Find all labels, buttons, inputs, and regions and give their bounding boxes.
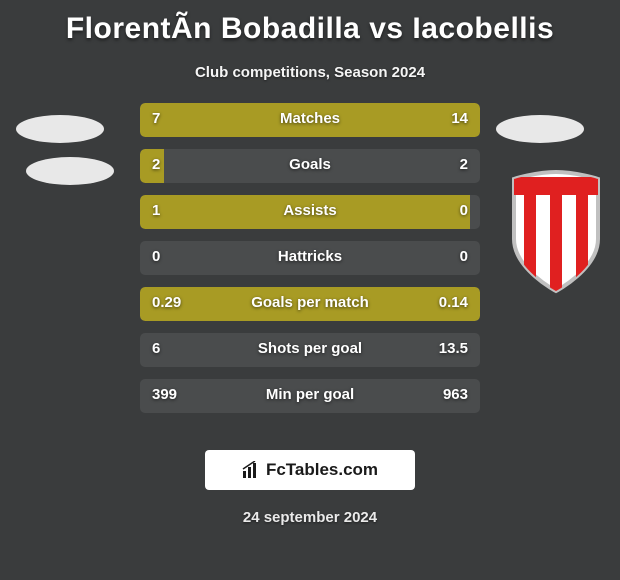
stat-row: 00Hattricks	[140, 241, 480, 275]
fctables-logo[interactable]: FcTables.com	[205, 450, 415, 490]
stat-row: 22Goals	[140, 149, 480, 183]
stat-row: 613.5Shots per goal	[140, 333, 480, 367]
footer-brand-label: FcTables.com	[266, 460, 378, 480]
stat-row: 714Matches	[140, 103, 480, 137]
stat-row: 10Assists	[140, 195, 480, 229]
player-right-placeholder-icon	[496, 115, 584, 143]
stat-label: Shots per goal	[140, 340, 480, 357]
stat-label: Goals per match	[140, 294, 480, 311]
stat-label: Min per goal	[140, 386, 480, 403]
stat-label: Assists	[140, 202, 480, 219]
stat-bars: 714Matches 22Goals 10Assists 00Hattricks 0.2…	[140, 103, 480, 425]
stat-row: 0.290.14Goals per match	[140, 287, 480, 321]
stat-label: Hattricks	[140, 248, 480, 265]
comparison-title: FlorentÃ­n Bobadilla vs Iacobellis	[0, 0, 620, 46]
stat-row: 399963Min per goal	[140, 379, 480, 413]
footer-date: 24 september 2024	[0, 509, 620, 526]
stat-label: Matches	[140, 110, 480, 127]
chart-icon	[242, 461, 260, 479]
player-left-placeholder-icon	[16, 115, 104, 143]
comparison-subtitle: Club competitions, Season 2024	[0, 64, 620, 81]
player-right-crest-icon	[506, 169, 606, 295]
stat-label: Goals	[140, 156, 480, 173]
player-left-placeholder-icon	[26, 157, 114, 185]
